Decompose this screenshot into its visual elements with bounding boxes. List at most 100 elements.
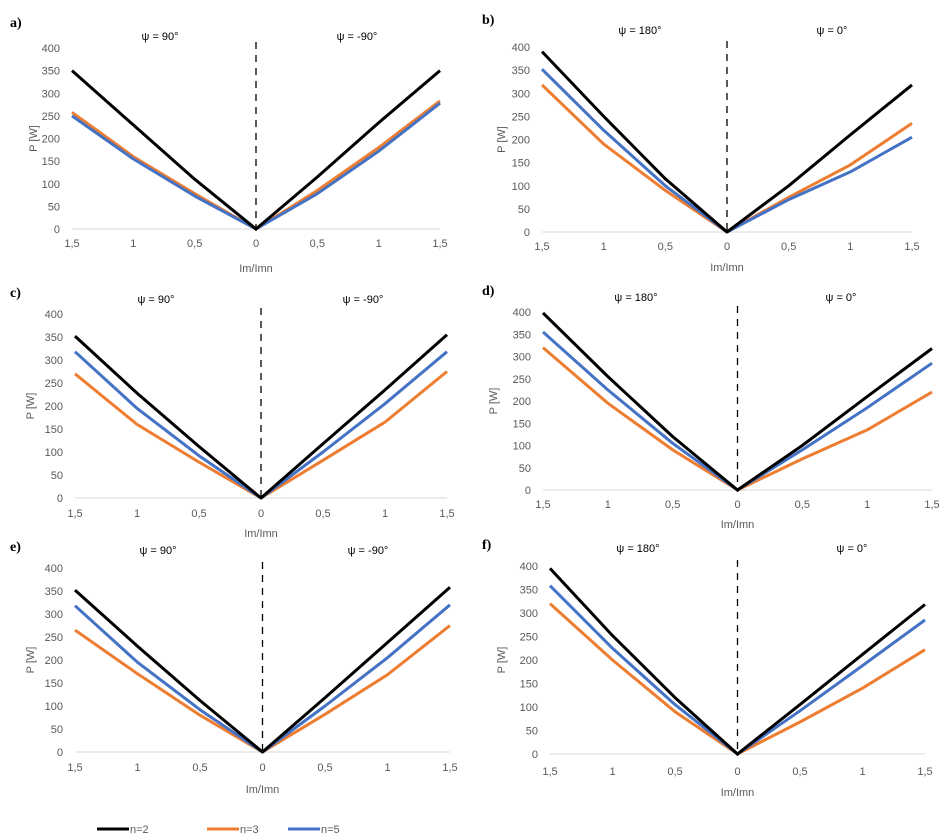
y-tick-label: 200 <box>45 401 63 413</box>
x-tick-label: 0 <box>724 241 730 253</box>
x-axis-title: Im/Imn <box>244 528 278 540</box>
x-tick-label: 1,5 <box>917 766 932 778</box>
x-tick-label: 1 <box>134 508 140 520</box>
x-tick-label: 1,5 <box>534 241 549 253</box>
y-tick-label: 200 <box>513 396 531 408</box>
x-axis-title: Im/Imn <box>710 262 744 274</box>
y-tick-label: 50 <box>518 204 530 216</box>
x-tick-label: 1 <box>601 241 607 253</box>
panel-label: d) <box>482 284 495 299</box>
x-tick-label: 1 <box>605 499 611 511</box>
y-tick-label: 300 <box>520 608 538 620</box>
y-tick-label: 200 <box>520 655 538 667</box>
series-line-n2 <box>540 50 913 234</box>
x-tick-label: 0 <box>253 238 259 250</box>
y-tick-label: 0 <box>532 749 538 761</box>
y-tick-label: 350 <box>520 585 538 597</box>
x-axis-title: Im/Imn <box>721 787 755 799</box>
y-tick-label: 150 <box>513 418 531 430</box>
y-tick-label: 150 <box>512 158 530 170</box>
series-line-n2 <box>73 333 448 500</box>
series-line-n5 <box>73 603 451 754</box>
psi-left-label: ψ = 90° <box>141 31 178 43</box>
y-tick-label: 0 <box>57 493 63 505</box>
y-tick-label: 250 <box>42 111 60 123</box>
x-tick-label: 1,5 <box>432 238 447 250</box>
y-axis-title: P [W] <box>488 388 500 415</box>
y-axis-title: P [W] <box>28 125 40 152</box>
x-tick-label: 1 <box>382 508 388 520</box>
chart-panel-2: b) ψ = 180° ψ = 0° 0 50 100 150 200 250 300 350 400… <box>482 13 920 274</box>
psi-left-label: ψ = 90° <box>139 545 176 557</box>
panel-label: c) <box>10 286 21 301</box>
x-tick-label: 0,5 <box>310 238 325 250</box>
chart-panel-1: a) ψ = 90° ψ = -90° 0 50 100 150 200 250 300 350 40… <box>10 16 448 275</box>
series-line-n2 <box>71 69 441 231</box>
y-tick-label: 0 <box>54 224 60 236</box>
x-tick-label: 0,5 <box>187 238 202 250</box>
y-tick-label: 150 <box>520 679 538 691</box>
x-tick-label: 0,5 <box>317 762 332 774</box>
psi-right-label: ψ = -90° <box>337 31 378 43</box>
y-tick-label: 100 <box>45 701 63 713</box>
y-tick-label: 100 <box>513 441 531 453</box>
x-axis-title: Im/Imn <box>246 784 280 796</box>
legend-label: n=3 <box>240 824 259 834</box>
x-tick-label: 0,5 <box>795 499 810 511</box>
x-tick-label: 0,5 <box>792 766 807 778</box>
x-tick-label: 0,5 <box>191 508 206 520</box>
y-tick-label: 400 <box>45 309 63 321</box>
y-tick-label: 200 <box>512 135 530 147</box>
panel-label: a) <box>10 16 22 31</box>
x-tick-label: 1,5 <box>442 762 457 774</box>
panel-label: b) <box>482 13 495 28</box>
y-tick-label: 50 <box>526 726 538 738</box>
y-tick-label: 300 <box>45 355 63 367</box>
x-tick-label: 0,5 <box>665 499 680 511</box>
x-tick-label: 1 <box>847 241 853 253</box>
y-tick-label: 0 <box>57 747 63 759</box>
chart-panel-3: c) ψ = 90° ψ = -90° 0 50 100 150 200 250 300 350 40… <box>10 286 455 540</box>
y-tick-label: 100 <box>42 179 60 191</box>
y-tick-label: 400 <box>512 42 530 54</box>
y-axis-title: P [W] <box>496 126 508 153</box>
y-tick-label: 150 <box>45 424 63 436</box>
x-tick-label: 0 <box>734 766 740 778</box>
psi-left-label: ψ = 90° <box>137 294 174 306</box>
x-tick-label: 0,5 <box>667 766 682 778</box>
x-axis-title: Im/Imn <box>239 263 273 275</box>
y-tick-label: 100 <box>520 702 538 714</box>
x-tick-label: 0 <box>734 499 740 511</box>
y-tick-label: 150 <box>42 156 60 168</box>
y-tick-label: 400 <box>520 561 538 573</box>
x-tick-label: 1,5 <box>542 766 557 778</box>
x-tick-label: 1 <box>376 238 382 250</box>
y-axis-title: P [W] <box>25 647 37 674</box>
y-tick-label: 300 <box>513 352 531 364</box>
chart-panel-5: e) ψ = 90° ψ = -90° 0 50 100 150 200 250 300 350 40… <box>10 540 458 796</box>
panel-label: f) <box>482 538 492 553</box>
y-tick-label: 400 <box>45 563 63 575</box>
y-tick-label: 300 <box>42 88 60 100</box>
y-tick-label: 250 <box>512 111 530 123</box>
psi-left-label: ψ = 180° <box>616 543 659 555</box>
y-tick-label: 50 <box>51 470 63 482</box>
psi-right-label: ψ = 0° <box>826 292 857 304</box>
series-line-n2 <box>548 567 926 756</box>
y-tick-label: 50 <box>51 724 63 736</box>
y-tick-label: 250 <box>45 632 63 644</box>
y-tick-label: 100 <box>45 447 63 459</box>
x-tick-label: 1 <box>134 762 140 774</box>
series-line-n2 <box>541 311 933 492</box>
x-tick-label: 1,5 <box>64 238 79 250</box>
x-tick-label: 0 <box>259 762 265 774</box>
x-axis-title: Im/Imn <box>721 519 755 531</box>
y-tick-label: 350 <box>512 65 530 77</box>
x-tick-label: 1 <box>130 238 136 250</box>
legend-label: n=2 <box>130 824 149 834</box>
psi-left-label: ψ = 180° <box>614 292 657 304</box>
y-tick-label: 0 <box>524 227 530 239</box>
psi-left-label: ψ = 180° <box>618 25 661 37</box>
x-tick-label: 1 <box>609 766 615 778</box>
